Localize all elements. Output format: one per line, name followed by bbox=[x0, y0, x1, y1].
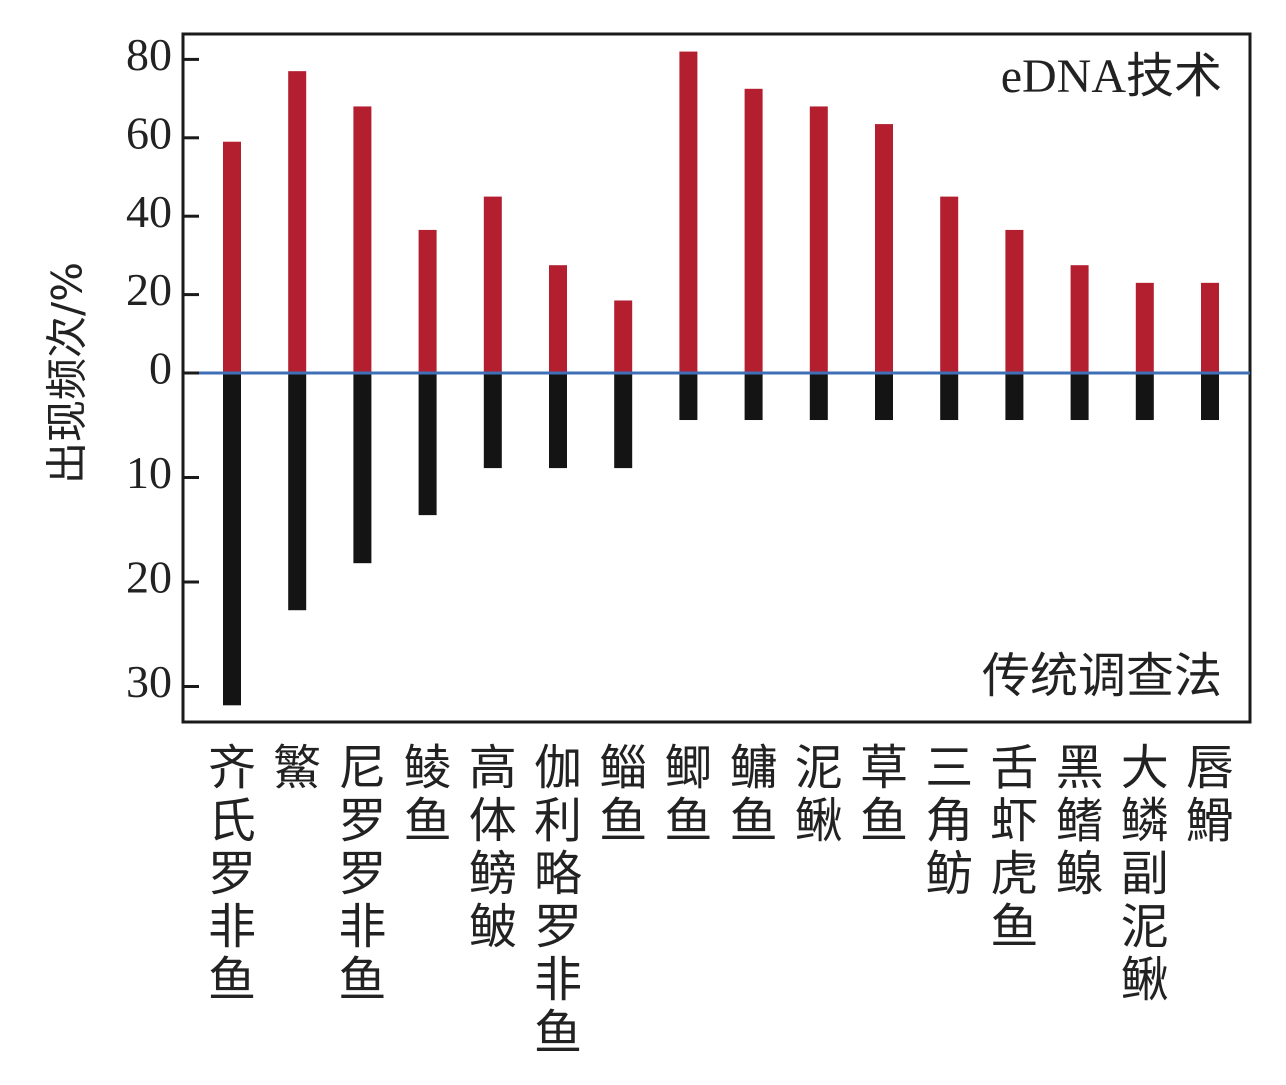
y-tick-label: 20 bbox=[126, 552, 172, 603]
bar-edna bbox=[875, 124, 893, 373]
y-tick-label: 20 bbox=[126, 264, 172, 315]
bar-traditional bbox=[418, 373, 437, 516]
bar-edna bbox=[1005, 229, 1024, 373]
category-label: 伽利略罗非鱼 bbox=[534, 740, 582, 1061]
bar-edna bbox=[353, 106, 372, 373]
edna-bars bbox=[223, 51, 1219, 374]
bar-traditional bbox=[1135, 373, 1154, 421]
category-label: 大鳞副泥鳅 bbox=[1121, 740, 1169, 1008]
category-label: 鰵 bbox=[273, 740, 321, 796]
y-tick-label: 30 bbox=[126, 656, 172, 707]
bar-traditional bbox=[809, 373, 828, 421]
plot-frame bbox=[181, 32, 1252, 724]
y-axis-ticks: 80 60 40 20 0 10 20 30 bbox=[126, 29, 199, 707]
category-label: 鲫鱼 bbox=[664, 740, 712, 849]
bar-edna bbox=[809, 106, 828, 373]
bar-edna bbox=[223, 141, 241, 373]
bar-edna bbox=[744, 88, 763, 374]
category-label: 舌虾虎鱼 bbox=[990, 740, 1038, 955]
bar-traditional bbox=[940, 373, 959, 421]
bar-traditional bbox=[549, 373, 567, 469]
bar-edna bbox=[1135, 282, 1154, 373]
bar-traditional bbox=[744, 373, 763, 421]
bar-traditional bbox=[875, 373, 893, 421]
category-label: 齐氏罗非鱼 bbox=[208, 740, 256, 1008]
bar-traditional bbox=[1201, 373, 1219, 421]
bar-edna bbox=[614, 300, 633, 373]
y-tick-label: 40 bbox=[126, 186, 172, 237]
category-label: 草鱼 bbox=[860, 740, 908, 849]
bar-edna bbox=[940, 196, 959, 373]
bar-edna bbox=[418, 229, 437, 373]
bar-traditional bbox=[1070, 373, 1089, 421]
bar-edna bbox=[288, 71, 307, 373]
bar-traditional bbox=[1005, 373, 1024, 421]
category-label: 唇䱻 bbox=[1186, 740, 1234, 849]
y-tick-label: 10 bbox=[126, 447, 172, 498]
traditional-bars bbox=[223, 373, 1219, 706]
bar-traditional bbox=[223, 373, 241, 706]
annotation-traditional: 传统调查法 bbox=[982, 650, 1222, 703]
y-tick-label: 60 bbox=[126, 107, 172, 158]
category-label: 泥鳅 bbox=[795, 740, 843, 849]
y-tick-label: 80 bbox=[126, 29, 172, 80]
bar-traditional bbox=[614, 373, 633, 469]
y-tick-label: 0 bbox=[149, 343, 172, 394]
bar-edna bbox=[1070, 265, 1089, 373]
bar-traditional bbox=[679, 373, 698, 421]
bar-edna bbox=[1201, 282, 1219, 373]
category-label: 黑鳍鳈 bbox=[1056, 740, 1104, 902]
y-axis-label: 出现频次/% bbox=[43, 262, 92, 484]
bar-edna bbox=[679, 51, 698, 374]
category-label: 尼罗罗非鱼 bbox=[338, 740, 386, 1008]
category-label: 高体鳑鲏 bbox=[469, 740, 517, 955]
bar-traditional bbox=[288, 373, 307, 611]
bar-edna bbox=[549, 265, 567, 373]
category-label: 三角鲂 bbox=[925, 740, 973, 902]
category-label: 鳙鱼 bbox=[730, 740, 778, 849]
bar-edna bbox=[483, 196, 502, 373]
annotation-edna: eDNA技术 bbox=[1001, 50, 1222, 103]
category-label: 鲮鱼 bbox=[404, 740, 452, 849]
bar-traditional bbox=[353, 373, 372, 564]
bar-traditional bbox=[483, 373, 502, 469]
category-label: 鲻鱼 bbox=[599, 740, 647, 849]
